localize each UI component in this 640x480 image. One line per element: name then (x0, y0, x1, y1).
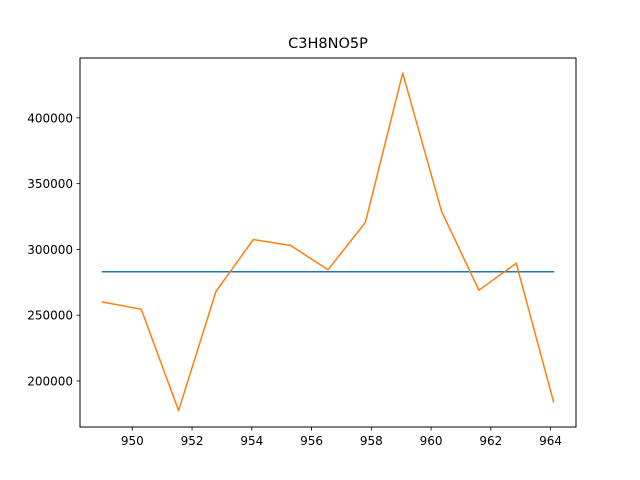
y-tick-label: 250000 (27, 309, 73, 323)
x-tick-label: 952 (181, 434, 204, 448)
plot-frame (79, 57, 577, 428)
x-tick-label: 958 (360, 434, 383, 448)
y-axis: 200000 250000 300000 350000 400000 (27, 111, 80, 388)
chart-title: C3H8NO5P (288, 36, 368, 52)
x-axis: 950 952 954 956 958 960 962 964 (121, 427, 562, 448)
y-tick-label: 200000 (27, 374, 73, 388)
y-tick-label: 400000 (27, 111, 73, 125)
x-tick-label: 962 (479, 434, 502, 448)
series-line-2 (101, 72, 555, 412)
series-layer (101, 72, 555, 412)
x-tick-label: 964 (539, 434, 562, 448)
y-tick-label: 350000 (27, 177, 73, 191)
x-tick-label: 954 (240, 434, 263, 448)
x-tick-label: 956 (300, 434, 323, 448)
x-tick-label: 960 (420, 434, 443, 448)
y-tick-label: 300000 (27, 243, 73, 257)
x-tick-label: 950 (121, 434, 144, 448)
